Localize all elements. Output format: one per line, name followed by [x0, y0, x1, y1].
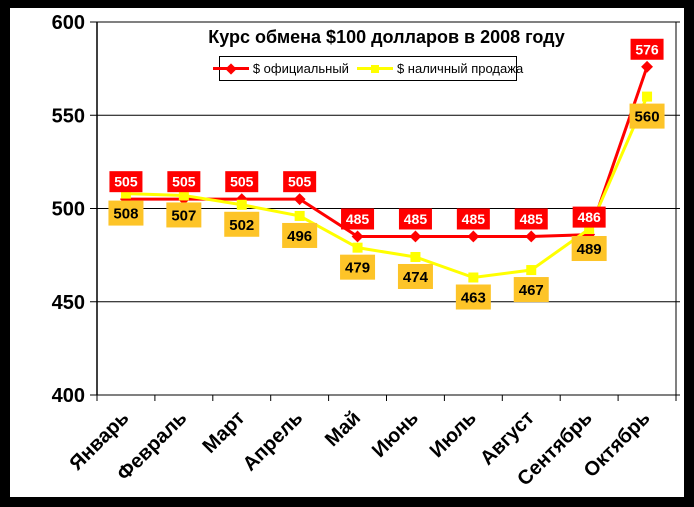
data-label-value: 463 [461, 290, 486, 307]
data-label-value: 485 [462, 211, 486, 227]
data-label-value: 502 [229, 217, 254, 234]
square-marker [642, 91, 653, 102]
y-axis-tick-label: 550 [52, 105, 85, 127]
series-line-0 [125, 66, 649, 238]
data-label-value: 496 [287, 228, 312, 245]
y-axis-tick-label: 400 [52, 385, 85, 407]
data-label-value: 505 [172, 174, 196, 190]
data-label-value: 505 [288, 174, 312, 190]
data-label-value: 485 [346, 211, 370, 227]
data-label-box [109, 171, 143, 193]
data-label-value: 489 [577, 241, 602, 258]
data-label-value: 467 [519, 282, 544, 299]
data-label-value: 507 [171, 207, 196, 224]
data-label-box [455, 284, 491, 310]
x-axis-category-label: Май [321, 407, 365, 451]
data-label-box [572, 206, 606, 228]
y-axis-tick-label: 600 [52, 12, 85, 34]
square-marker [352, 242, 363, 253]
square-marker [584, 224, 595, 235]
data-label-box [340, 254, 376, 280]
diamond-marker [409, 230, 422, 243]
data-label-value: 560 [635, 109, 660, 126]
x-axis-category-label: Июль [426, 407, 481, 462]
x-axis-category-label: Март [199, 407, 250, 458]
y-axis-tick-label: 500 [52, 199, 85, 221]
data-label-box [630, 38, 664, 60]
legend-item-official: $ официальный [212, 61, 349, 76]
diamond-marker [467, 230, 480, 243]
data-label-box [629, 103, 665, 129]
data-label-box [167, 171, 201, 193]
legend-label-cash: $ наличный продажа [396, 61, 524, 76]
legend: $ официальный $ наличный продажа [212, 56, 523, 81]
square-marker [468, 272, 479, 283]
square-marker [236, 199, 247, 210]
legend-label-official: $ официальный [252, 61, 349, 76]
data-label-value: 485 [520, 211, 544, 227]
data-label-box [571, 236, 607, 262]
data-label-box [398, 208, 432, 230]
data-label-box [514, 208, 548, 230]
data-label-value: 576 [635, 41, 659, 57]
official-line-sample [212, 62, 249, 75]
series-line-1 [125, 95, 649, 280]
data-label-box [224, 211, 260, 237]
square-marker [526, 265, 537, 276]
square-marker [120, 188, 131, 199]
diamond-marker [525, 230, 538, 243]
square-marker [410, 251, 421, 262]
data-label-box [341, 208, 375, 230]
data-label-value: 486 [577, 209, 601, 225]
diamond-marker [641, 60, 653, 73]
square-marker-icon [370, 64, 379, 73]
legend-item-cash: $ наличный продажа [356, 61, 524, 76]
data-label-value: 508 [113, 206, 138, 223]
square-marker [294, 210, 305, 221]
data-label-value: 485 [404, 211, 428, 227]
data-label-box [108, 200, 144, 226]
data-label-box [283, 171, 317, 193]
y-axis-tick-label: 450 [52, 292, 85, 314]
data-label-box [166, 202, 202, 228]
data-label-box [225, 171, 259, 193]
data-label-box [282, 222, 318, 248]
chart-title: Курс обмена $100 долларов в 2008 году [208, 27, 565, 47]
data-label-box [513, 277, 549, 303]
x-axis-category-label: Июнь [368, 407, 423, 462]
data-label-value: 474 [403, 269, 429, 286]
data-label-value: 505 [230, 174, 254, 190]
cash-line-sample [356, 64, 393, 73]
x-axis-category-label: Апрель [239, 407, 308, 476]
data-label-value: 505 [114, 174, 138, 190]
data-label-box [397, 263, 433, 289]
data-label-value: 479 [345, 260, 370, 277]
square-marker [178, 190, 189, 201]
data-label-box [456, 208, 490, 230]
